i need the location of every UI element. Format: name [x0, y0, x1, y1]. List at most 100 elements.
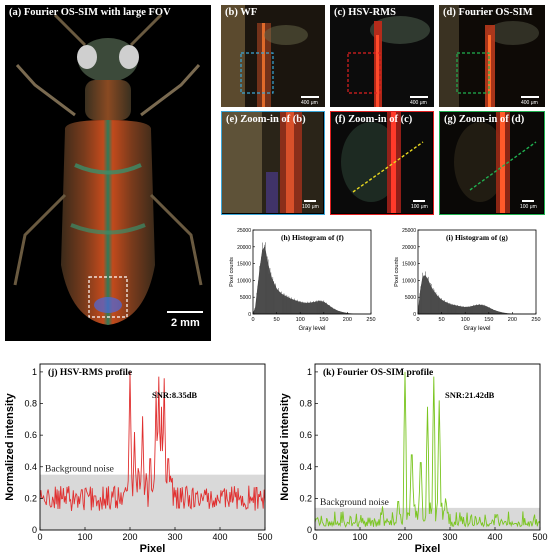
beetle-illustration: [13, 13, 203, 325]
roi-box-c: [347, 52, 381, 94]
plot-frame: [39, 363, 266, 531]
panel-f-scale-bar: [413, 200, 425, 202]
x-tick-label: 200: [343, 317, 352, 323]
roi-box-a: [88, 276, 128, 318]
x-tick-label: 250: [531, 317, 540, 323]
chart-title: (h) Histogram of (f): [281, 233, 344, 242]
panel-a-scale-bar: [167, 311, 203, 313]
x-tick-label: 0: [416, 317, 419, 323]
roi-box-d: [456, 52, 490, 94]
panel-b-scale-label: 400 μm: [301, 100, 318, 106]
y-tick-label: 0.4: [24, 462, 37, 472]
y-tick-label: 0.8: [24, 399, 37, 409]
background-noise-label: Background noise: [45, 465, 114, 475]
y-tick-label: 15000: [237, 262, 251, 268]
panel-g-scale-bar: [522, 200, 534, 202]
panel-f-zoom-image: (f) Zoom-in of (c) 100 μm: [330, 111, 434, 215]
panel-d-fourier-image: (d) Fourier OS-SIM 400 μm: [439, 5, 545, 107]
x-tick-label: 400: [487, 532, 502, 542]
y-tick-label: 10000: [402, 278, 416, 284]
x-axis-label: Pixel: [415, 543, 441, 555]
x-tick-label: 200: [508, 317, 517, 323]
y-tick-label: 25000: [237, 228, 251, 234]
x-tick-label: 150: [484, 317, 493, 323]
y-tick-label: 0: [32, 525, 37, 535]
panel-a-scale-label: 2 mm: [171, 317, 200, 329]
x-tick-label: 250: [366, 317, 375, 323]
panel-c-scale-bar: [410, 96, 428, 98]
x-axis-label: Pixel: [140, 543, 166, 555]
y-tick-label: 5000: [405, 295, 416, 301]
chart-title: (k) Fourier OS-SIM profile: [323, 367, 433, 378]
histogram-g-chart: 0 50 100 150 200 250 0 5000 10000 15000 20000 25000…: [394, 228, 541, 332]
y-tick-label: 1: [307, 367, 312, 377]
x-tick-label: 150: [319, 317, 328, 323]
panel-g-zoom-image: (g) Zoom-in of (d) 100 μm: [439, 111, 545, 215]
panel-d-scale-label: 400 μm: [521, 100, 538, 106]
x-tick-label: 200: [397, 532, 412, 542]
panel-d-label: (d) Fourier OS-SIM: [443, 7, 533, 18]
panel-e-scale-label: 100 μm: [302, 204, 319, 210]
panel-e-label: (e) Zoom-in of (b): [226, 114, 306, 125]
x-tick-label: 0: [37, 532, 42, 542]
y-axis-label: Normalized intensity: [279, 392, 291, 500]
y-tick-label: 15000: [402, 262, 416, 268]
panel-c-scale-label: 400 μm: [410, 100, 427, 106]
x-tick-label: 50: [439, 317, 445, 323]
chart-title: (i) Histogram of (g): [446, 233, 508, 242]
y-tick-label: 0.4: [299, 462, 312, 472]
y-tick-label: 1: [32, 367, 37, 377]
panel-e-zoom-image: (e) Zoom-in of (b) 100 μm: [221, 111, 325, 215]
fourier-profile-chart: 0 100 200 300 400 500 0 0.2 0.4 0.6 0.8 1 (k) Fourie…: [279, 363, 548, 555]
x-tick-label: 400: [212, 532, 227, 542]
profile-series-line: [39, 371, 266, 511]
x-tick-label: 0: [312, 532, 317, 542]
y-axis-label: Pixel counts: [229, 257, 235, 287]
y-axis-label: Normalized intensity: [4, 392, 16, 500]
y-tick-label: 25000: [402, 228, 416, 234]
panel-b-wf-image: (b) WF 400 μm: [221, 5, 325, 107]
x-tick-label: 300: [442, 532, 457, 542]
x-axis-label: Gray level: [463, 326, 490, 332]
x-tick-label: 100: [77, 532, 92, 542]
plot-frame: [314, 363, 541, 531]
y-tick-label: 20000: [237, 245, 251, 251]
panel-f-scale-label: 100 μm: [411, 204, 428, 210]
panel-e-scale-bar: [304, 200, 316, 202]
x-tick-label: 300: [167, 532, 182, 542]
x-tick-label: 100: [352, 532, 367, 542]
y-tick-label: 0.2: [24, 493, 37, 503]
y-tick-label: 20000: [402, 245, 416, 251]
snr-annotation: SNR:21.42dB: [445, 390, 495, 400]
panel-a-label: (a) Fourier OS-SIM with large FOV: [9, 7, 171, 18]
y-tick-label: 0.6: [24, 430, 37, 440]
snr-annotation: SNR:8.35dB: [152, 390, 197, 400]
panel-c-label: (c) HSV-RMS: [334, 7, 396, 18]
panel-g-label: (g) Zoom-in of (d): [444, 114, 525, 125]
x-tick-label: 500: [532, 532, 547, 542]
x-tick-label: 100: [296, 317, 305, 323]
histogram-f-chart: 0 50 100 150 200 250 0 5000 10000 15000 20000 25000…: [229, 228, 376, 332]
background-noise-label: Background noise: [320, 498, 389, 508]
hsvrms-profile-chart: 0 100 200 300 400 500 0 0.2 0.4 0.6 0.8 1 (j) HSV-RM…: [4, 363, 273, 555]
x-tick-label: 500: [257, 532, 272, 542]
panel-g-scale-label: 100 μm: [520, 204, 537, 210]
panel-b-scale-bar: [301, 96, 319, 98]
chart-title: (j) HSV-RMS profile: [48, 367, 132, 378]
x-tick-label: 200: [122, 532, 137, 542]
y-tick-label: 0: [413, 312, 416, 318]
y-axis-label: Pixel counts: [394, 257, 400, 287]
x-axis-label: Gray level: [298, 326, 325, 332]
x-tick-label: 100: [461, 317, 470, 323]
panel-d-scale-bar: [521, 96, 539, 98]
profile-series-line: [314, 371, 541, 528]
y-tick-label: 0.2: [299, 493, 312, 503]
panel-a-beetle-image: (a) Fourier OS-SIM with large FOV 2 mm: [5, 5, 211, 341]
background-noise-band: [315, 507, 540, 530]
x-tick-label: 0: [251, 317, 254, 323]
y-tick-label: 0.8: [299, 399, 312, 409]
roi-box-b: [240, 52, 274, 94]
profile-line-f: [352, 141, 424, 193]
y-tick-label: 0.6: [299, 430, 312, 440]
y-tick-label: 0: [248, 312, 251, 318]
